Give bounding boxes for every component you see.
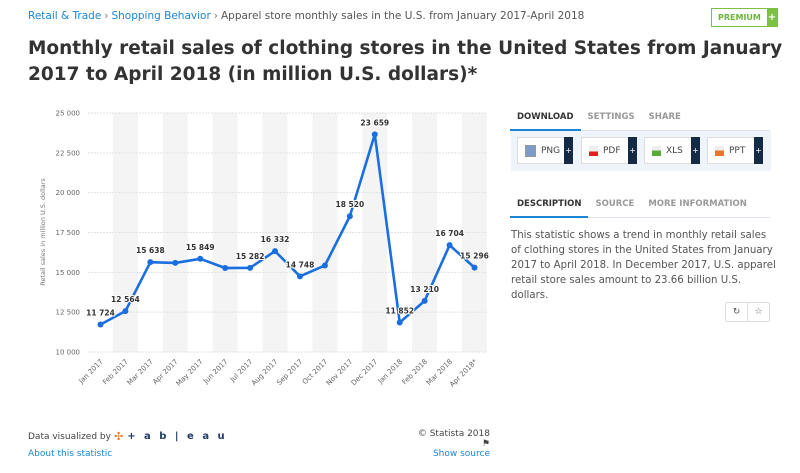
visualized-by: Data visualized by ✣ + a b | e a u [28,430,227,443]
star-icon[interactable]: ☆ [747,303,769,321]
tab-settings[interactable]: SETTINGS [587,112,635,122]
download-pdf-button[interactable]: PDF + [581,137,637,164]
y-tick-label: 12 500 [56,309,81,317]
about-statistic-link[interactable]: About this statistic [28,449,113,459]
data-label: 15 282 [236,252,265,261]
tab-source[interactable]: SOURCE [595,199,635,209]
tab-share[interactable]: SHARE [648,112,681,122]
tableau-logo-icon: ✣ [113,430,124,443]
y-axis-label: Retail sales in million U.S. dollars [39,178,47,286]
breadcrumb-separator: › [213,10,218,22]
ppt-file-icon [715,145,724,156]
download-xls-button[interactable]: XLS + [644,137,700,164]
breadcrumb-shopping-behavior[interactable]: Shopping Behavior [111,10,211,22]
data-point [247,264,254,271]
y-tick-label: 15 000 [56,269,81,277]
data-point [471,264,478,271]
data-point [97,321,104,328]
data-label: 14 748 [286,260,315,269]
history-icon[interactable]: ↻ [732,307,741,317]
copyright-text: © Statista 2018 [417,429,490,439]
data-point [147,259,154,266]
ppt-label: PPT [729,145,746,156]
column-band [462,113,487,352]
download-bar: PNG + PDF + XLS + PPT + [511,131,771,171]
data-point [122,308,129,315]
data-label: 15 296 [460,252,489,261]
data-point [421,297,428,304]
data-point [446,242,453,249]
data-point [371,131,378,138]
breadcrumb-retail-trade[interactable]: Retail & Trade [28,10,102,22]
x-tick-label: Jun 2017 [201,358,229,386]
y-tick-label: 10 000 [56,349,81,357]
data-label: 13 210 [410,285,439,294]
data-point [296,273,303,280]
data-point [172,259,179,266]
png-file-icon [525,144,536,157]
breadcrumb-separator: › [104,10,109,22]
flag-icon[interactable]: ⚑ [481,439,490,449]
plus-icon: + [628,137,637,164]
pdf-label: PDF [603,145,621,156]
tab-more-information[interactable]: MORE INFORMATION [648,199,747,209]
show-source-link[interactable]: Show source [432,449,490,459]
data-point [396,319,403,326]
data-label: 15 849 [186,243,215,252]
data-label: 11 852 [385,306,414,315]
x-tick-label: Mar 2017 [126,358,155,387]
plus-icon: + [564,137,573,164]
data-label: 23 659 [360,118,389,127]
y-tick-label: 25 000 [56,110,81,118]
pdf-file-icon [589,145,598,156]
data-point [272,248,279,255]
copyright: © Statista 2018 ⚑ [415,429,490,449]
x-tick-label: Apr 2018* [448,357,479,388]
x-tick-label: Jan 2018 [376,358,404,386]
x-tick-label: Sep 2017 [275,358,304,387]
x-tick-label: May 2017 [175,358,205,388]
breadcrumb: Retail & Trade › Shopping Behavior › Apparel… [28,10,584,22]
plus-icon: + [691,137,700,164]
plus-icon: + [754,137,763,164]
description-tabs: DESCRIPTION SOURCE MORE INFORMATION [510,199,770,218]
xls-label: XLS [666,145,683,156]
data-label: 16 704 [435,229,464,238]
breadcrumb-current: Apparel store monthly sales in the U.S. … [220,10,585,22]
y-tick-label: 22 500 [56,149,81,157]
xls-file-icon [652,145,661,156]
download-png-button[interactable]: PNG + [517,137,573,164]
data-point [197,255,204,262]
data-label: 16 332 [261,235,290,244]
visualized-by-label: Data visualized by [28,431,111,442]
data-label: 15 638 [136,246,165,255]
premium-label: PREMIUM [718,13,761,22]
x-tick-label: Aug 2017 [250,358,279,387]
page-title: Monthly retail sales of clothing stores … [28,38,783,85]
data-point [321,262,328,269]
x-tick-label: Jan 2017 [77,358,105,386]
premium-button[interactable]: PREMIUM + [711,8,778,27]
download-ppt-button[interactable]: PPT + [707,137,763,164]
data-point [346,213,353,220]
tab-description[interactable]: DESCRIPTION [510,199,589,218]
data-label: 12 564 [111,295,140,304]
tableau-logo: + a b | e a u [127,431,228,442]
plus-icon: + [766,9,777,26]
png-label: PNG [541,145,561,156]
y-tick-label: 17 500 [56,229,81,237]
action-icons: ↻ ☆ [725,302,770,322]
series-line [99,133,476,326]
data-label: 11 724 [86,309,115,318]
tab-download[interactable]: DOWNLOAD [510,112,581,131]
data-label: 18 520 [335,200,364,209]
line-chart: 10 000 12 500 15 000 17 500 20 000 22 500 25 0… [39,110,490,389]
data-point [222,265,229,272]
y-tick-label: 20 000 [56,189,81,197]
download-tabs: DOWNLOAD SETTINGS SHARE [510,112,770,131]
x-tick-label: Dec 2017 [350,358,379,387]
description-text: This statistic shows a trend in monthly … [511,230,776,301]
